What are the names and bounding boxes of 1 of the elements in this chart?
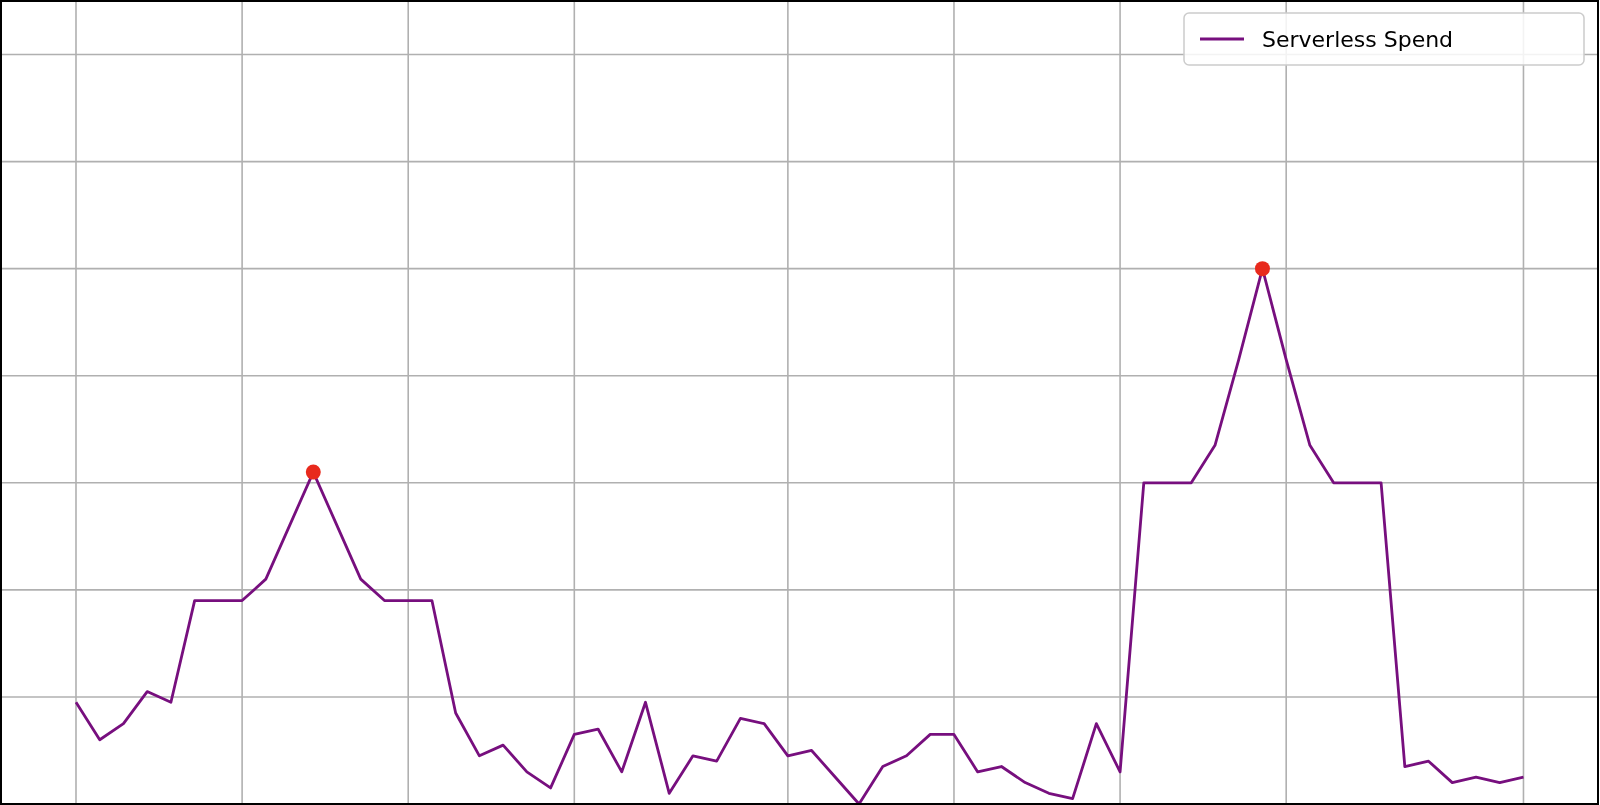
legend-label: Serverless Spend: [1262, 26, 1454, 52]
